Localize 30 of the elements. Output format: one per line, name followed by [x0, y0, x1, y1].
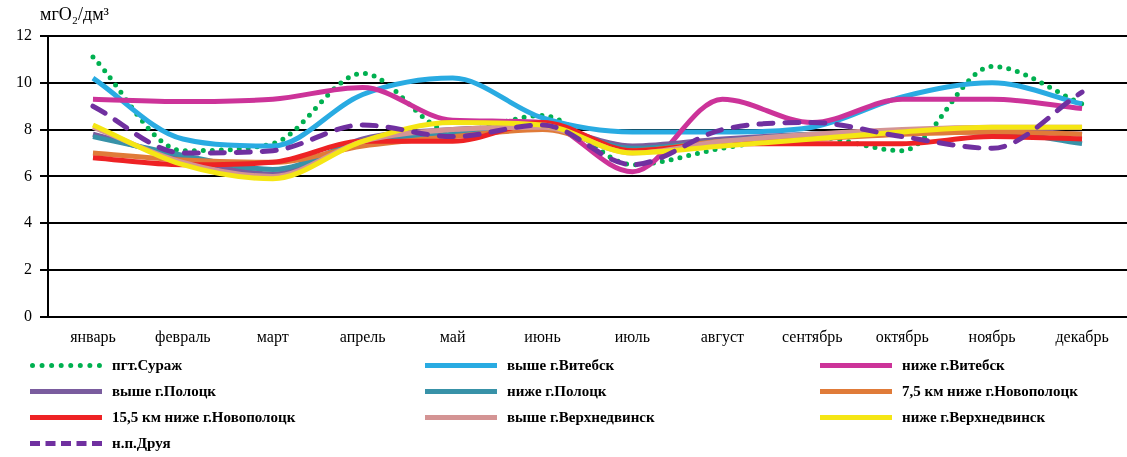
x-tick-label: сентябрь [782, 327, 843, 346]
x-tick-label: март [256, 327, 289, 346]
x-tick-label: август [700, 327, 745, 346]
legend-label: выше г.Витебск [507, 356, 615, 374]
x-tick-label: декабрь [1055, 327, 1109, 346]
y-tick-label: 4 [24, 213, 32, 231]
x-tick-label: ноябрь [968, 327, 1016, 346]
y-tick-label: 12 [16, 26, 32, 44]
legend-label: 7,5 км ниже г.Новополоцк [902, 382, 1078, 400]
y-tick-label: 10 [16, 73, 32, 90]
legend-label: пгт.Сураж [112, 356, 183, 374]
y-tick-label: 8 [24, 119, 32, 137]
x-tick-label: июль [614, 327, 651, 345]
x-tick-label: январь [70, 327, 116, 346]
legend-label: ниже г.Витебск [902, 356, 1005, 374]
y-tick-label: 6 [24, 166, 32, 184]
legend-label: выше г.Полоцк [112, 382, 216, 400]
y-axis-title: мгО₂/дм³ [40, 3, 110, 24]
legend-label: 15,5 км ниже г.Новополоцк [112, 408, 296, 426]
x-tick-label: апрель [339, 327, 386, 346]
legend-label: выше г.Верхнедвинск [507, 408, 655, 426]
x-tick-label: май [439, 327, 466, 345]
y-tick-label: 0 [24, 307, 32, 324]
legend-label: ниже г.Верхнедвинск [902, 408, 1046, 426]
y-tick-label: 2 [24, 260, 32, 278]
legend-label: н.п.Друя [112, 434, 171, 452]
x-tick-label: октябрь [875, 327, 929, 346]
legend-label: ниже г.Полоцк [507, 382, 607, 400]
x-tick-label: июнь [524, 327, 561, 345]
x-tick-label: февраль [155, 327, 211, 346]
